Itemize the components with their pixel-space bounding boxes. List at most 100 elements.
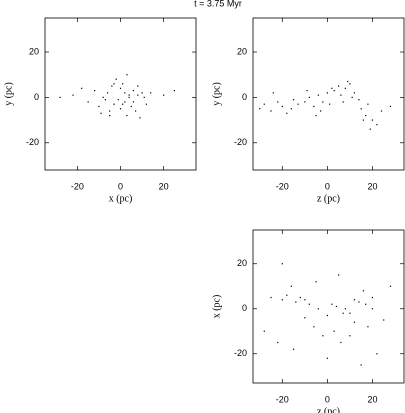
point: [59, 96, 61, 99]
point: [331, 303, 333, 305]
point: [281, 105, 283, 108]
point: [286, 112, 288, 114]
point: [320, 110, 322, 112]
point: [111, 85, 113, 87]
figure-title: t = 3.75 Myr: [194, 0, 242, 8]
point: [113, 103, 115, 105]
point: [94, 89, 96, 92]
point: [135, 110, 137, 112]
point: [106, 92, 109, 94]
point: [349, 335, 351, 337]
point: [315, 281, 317, 283]
x-axis-label: x (pc): [109, 193, 133, 204]
point: [389, 105, 392, 108]
y-axis-label: y (pc): [211, 82, 222, 106]
point: [295, 301, 297, 303]
point: [87, 101, 89, 103]
point: [292, 348, 295, 350]
x-axis-label: z (pc): [317, 193, 340, 204]
point: [119, 87, 122, 89]
point: [143, 96, 145, 99]
point: [333, 330, 335, 332]
point: [173, 89, 176, 92]
y-axis-label: y (pc): [3, 82, 14, 106]
point: [347, 80, 349, 83]
point: [344, 308, 347, 310]
point: [124, 101, 126, 103]
point: [333, 89, 335, 92]
point: [306, 89, 308, 92]
point: [351, 96, 353, 99]
point: [150, 92, 152, 94]
point: [353, 299, 356, 301]
point: [367, 103, 369, 105]
point: [126, 74, 128, 76]
point: [130, 105, 132, 108]
point: [322, 335, 324, 337]
point: [299, 296, 301, 299]
point: [358, 99, 360, 101]
point: [259, 108, 261, 110]
y-tick-label: 20: [29, 46, 39, 56]
point: [281, 299, 283, 301]
y-tick-label: 0: [242, 92, 247, 102]
point: [389, 285, 392, 287]
point: [313, 326, 315, 328]
plot-frame: [252, 229, 405, 384]
point: [304, 299, 306, 301]
point: [263, 103, 265, 105]
point: [122, 83, 124, 85]
point: [317, 94, 319, 96]
plot-frame: [44, 17, 197, 171]
plot-frame: [252, 17, 405, 171]
point: [358, 301, 360, 303]
point: [272, 92, 274, 94]
point: [371, 119, 374, 121]
point: [338, 274, 340, 276]
point: [380, 110, 383, 112]
y-tick-label: -20: [234, 348, 247, 358]
point: [304, 317, 306, 319]
point: [128, 94, 130, 96]
point: [340, 341, 342, 344]
x-axis-label: z (pc): [317, 406, 340, 413]
point: [100, 112, 102, 114]
point: [344, 87, 347, 89]
point: [270, 296, 272, 299]
point: [371, 296, 374, 299]
point: [128, 96, 130, 99]
point: [353, 92, 356, 94]
point: [326, 92, 328, 94]
point: [292, 99, 295, 101]
point: [113, 83, 115, 85]
point: [304, 101, 306, 103]
x-tick-label: 20: [367, 181, 377, 191]
point: [132, 101, 135, 103]
x-tick-label: -20: [71, 181, 84, 191]
point: [286, 294, 288, 296]
point: [376, 353, 378, 355]
point: [277, 101, 279, 103]
x-tick-label: 20: [159, 181, 169, 191]
point: [308, 96, 310, 99]
point: [353, 321, 356, 323]
point: [277, 341, 279, 344]
x-tick-label: 20: [367, 394, 377, 404]
x-tick-label: 0: [325, 394, 330, 404]
point: [98, 105, 100, 108]
point: [281, 263, 283, 265]
point: [342, 101, 344, 103]
point: [326, 357, 328, 359]
y-tick-label: 20: [237, 46, 247, 56]
point: [270, 110, 272, 112]
point: [115, 78, 117, 80]
point: [365, 114, 367, 117]
point: [104, 99, 106, 101]
point: [308, 303, 310, 305]
y-tick-label: 20: [237, 258, 247, 268]
point: [290, 108, 292, 110]
point: [360, 108, 362, 110]
point: [371, 308, 374, 310]
point: [137, 85, 139, 87]
point: [132, 89, 135, 92]
